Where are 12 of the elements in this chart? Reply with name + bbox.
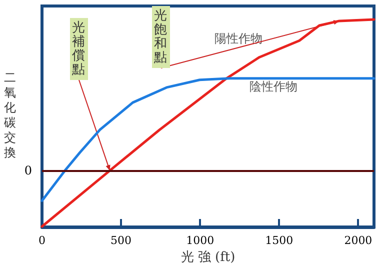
x-tick-label: 1500 <box>265 234 294 247</box>
annotation: 光飽和點 <box>153 8 167 66</box>
x-tick-label: 1000 <box>186 234 214 247</box>
series-label: 陰性作物 <box>250 79 298 94</box>
x-axis-title: 光 強 (ft) <box>180 250 236 265</box>
y-axis-title: 二氧化碳交換 <box>3 70 16 160</box>
annotation: 光補償點 <box>71 20 85 78</box>
x-tick-label: 0 <box>38 234 46 247</box>
series-label: 陽性作物 <box>214 31 262 46</box>
ref-line-label: 0 <box>24 164 32 178</box>
x-tick-label: 2000 <box>344 234 372 247</box>
x-tick-label: 500 <box>110 234 132 247</box>
